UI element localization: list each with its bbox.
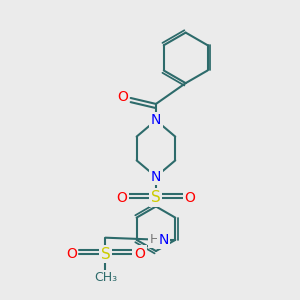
- Text: O: O: [117, 89, 128, 103]
- Text: O: O: [134, 247, 145, 261]
- Text: H: H: [150, 233, 159, 246]
- Text: O: O: [185, 190, 196, 205]
- Text: N: N: [151, 170, 161, 184]
- Text: S: S: [100, 247, 110, 262]
- Text: S: S: [151, 190, 161, 205]
- Text: CH₃: CH₃: [94, 271, 117, 284]
- Text: N: N: [158, 233, 169, 247]
- Text: O: O: [116, 190, 127, 205]
- Text: N: N: [151, 113, 161, 127]
- Text: O: O: [66, 247, 77, 261]
